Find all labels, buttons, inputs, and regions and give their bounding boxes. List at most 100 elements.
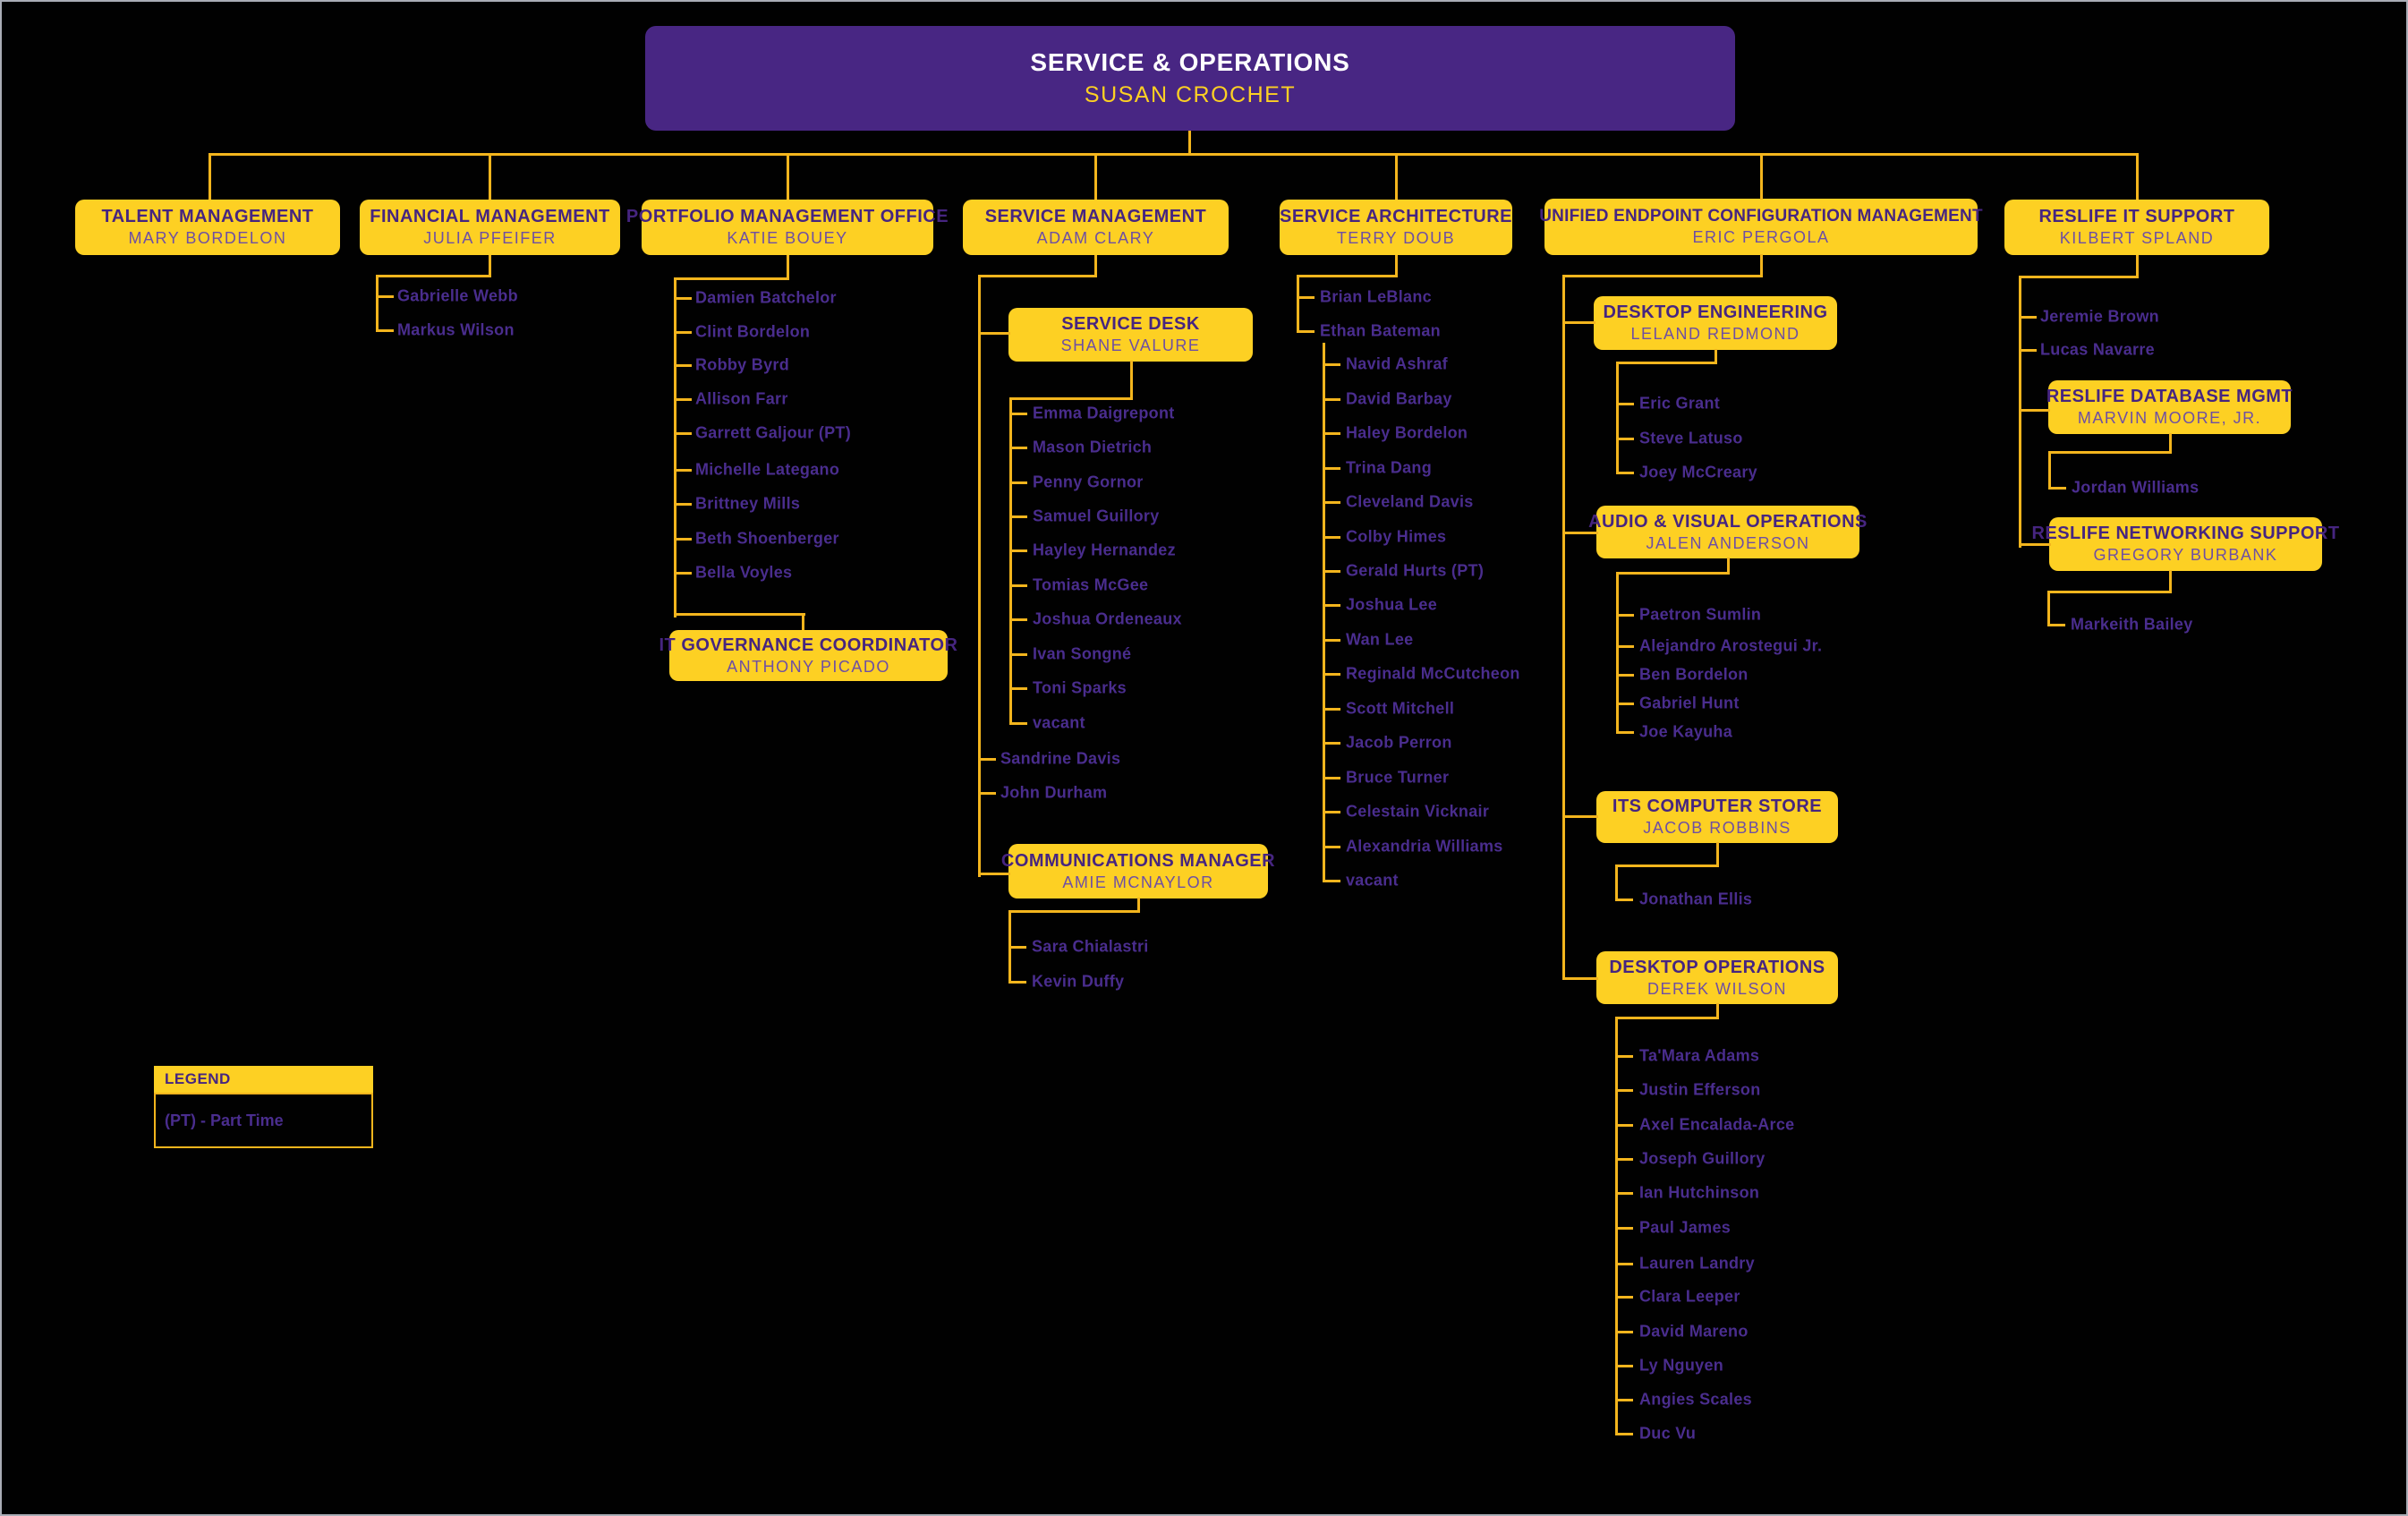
staff-member-label: Ly Nguyen <box>1639 1356 1724 1375</box>
staff-tick-line <box>1009 447 1027 449</box>
staff-tick-line <box>1009 687 1027 690</box>
rdm-title: RESLIFE DATABASE MGMT <box>2046 387 2293 407</box>
rns-box: RESLIFE NETWORKING SUPPORT GREGORY BURBAN… <box>2031 517 2339 571</box>
staff-tick-line <box>1009 722 1027 725</box>
connector-line <box>2169 433 2172 454</box>
deskeng-head-name: LELAND REDMOND <box>1630 325 1800 344</box>
av-box: AUDIO & VISUAL OPERATIONS JALEN ANDERSON <box>1588 506 1867 558</box>
comms-head-name: AMIE MCNAYLOR <box>1062 873 1214 891</box>
staff-member-label: Toni Sparks <box>1033 678 1127 697</box>
staff-tick-line <box>1008 946 1026 949</box>
svcarch-box: SERVICE ARCHITECTURE TERRY DOUB <box>1280 200 1512 255</box>
comms-title: COMMUNICATIONS MANAGER <box>1000 850 1276 871</box>
connector-line <box>674 277 789 280</box>
staff-member-label: Brittney Mills <box>695 494 801 513</box>
staff-tick-line <box>1616 403 1634 405</box>
deskops-box: DESKTOP OPERATIONS DEREK WILSON <box>1596 951 1838 1004</box>
staff-tick-line <box>1323 673 1340 676</box>
staff-tick-line <box>1009 584 1027 587</box>
connector-line <box>1615 864 1719 867</box>
staff-rail-line <box>978 275 981 877</box>
staff-tick-line <box>1008 981 1026 984</box>
staff-tick-line <box>1615 1158 1633 1161</box>
staff-tick-line <box>1009 481 1027 484</box>
connector-line <box>978 873 1010 875</box>
servicedesk-title: SERVICE DESK <box>1061 314 1200 335</box>
connector-line <box>1137 898 1140 913</box>
servicedesk-box: SERVICE DESK SHANE VALURE <box>1008 308 1253 362</box>
legend-title: LEGEND <box>165 1070 231 1087</box>
connector-line <box>208 153 211 200</box>
staff-tick-line <box>1323 363 1340 366</box>
connector-line <box>1760 254 1763 277</box>
connector-line <box>208 153 2139 156</box>
staff-member-label: Penny Gornor <box>1033 473 1144 491</box>
connector-line <box>1562 532 1598 534</box>
staff-member-label: Angies Scales <box>1639 1390 1752 1409</box>
staff-tick-line <box>1615 1089 1633 1092</box>
staff-member-label: Jordan Williams <box>2072 478 2200 497</box>
legend-body: (PT) - Part Time <box>154 1093 373 1148</box>
staff-tick-line <box>1615 1331 1633 1333</box>
staff-member-label: Scott Mitchell <box>1346 699 1455 718</box>
connector-line <box>489 255 491 277</box>
connector-line <box>2136 255 2139 278</box>
connector-line <box>1094 255 1097 277</box>
staff-member-label: Ethan Bateman <box>1320 321 1441 340</box>
staff-tick-line <box>674 572 692 575</box>
staff-member-label: Gabrielle Webb <box>397 286 518 305</box>
staff-member-label: Ivan Songné <box>1033 644 1132 663</box>
staff-member-label: Brian LeBlanc <box>1320 287 1432 306</box>
pmo-box: PORTFOLIO MANAGEMENT OFFICE KATIE BOUEY <box>626 200 949 255</box>
staff-member-label: Alexandria Williams <box>1346 837 1503 856</box>
connector-line <box>1615 1017 1719 1019</box>
staff-tick-line <box>1616 703 1634 705</box>
staff-member-label: Navid Ashraf <box>1346 354 1448 373</box>
staff-member-label: Jonathan Ellis <box>1639 890 1753 908</box>
connector-line <box>1715 349 1717 364</box>
svcmgmt-title: SERVICE MANAGEMENT <box>984 207 1207 227</box>
staff-rail-line <box>674 277 676 617</box>
connector-line <box>1094 153 1097 200</box>
staff-member-label: Kevin Duffy <box>1032 972 1125 991</box>
staff-member-label: Paetron Sumlin <box>1639 605 1762 624</box>
staff-tick-line <box>2048 487 2066 490</box>
staff-tick-line <box>2019 349 2037 352</box>
staff-rail-line <box>1297 275 1299 333</box>
connector-line <box>787 255 789 279</box>
staff-rail-line <box>2048 451 2051 490</box>
staff-tick-line <box>1323 846 1340 848</box>
svcmgmt-head-name: ADAM CLARY <box>1036 229 1155 248</box>
staff-rail-line <box>1615 864 1618 901</box>
staff-member-label: Haley Bordelon <box>1346 423 1468 442</box>
staff-member-label: Steve Latuso <box>1639 429 1743 447</box>
connector-line <box>674 613 805 616</box>
connector-line <box>1188 131 1191 155</box>
connector-line <box>1616 572 1730 575</box>
staff-member-label: Emma Daigrepont <box>1033 404 1175 422</box>
staff-rail-line <box>1615 1017 1618 1435</box>
staff-member-label: vacant <box>1033 713 1085 732</box>
staff-member-label: Clara Leeper <box>1639 1287 1740 1306</box>
staff-tick-line <box>1009 618 1027 621</box>
connector-line <box>1562 977 1598 980</box>
comms-box: COMMUNICATIONS MANAGER AMIE MCNAYLOR <box>1001 844 1275 899</box>
itgov-box: IT GOVERNANCE COORDINATOR ANTHONY PICADO <box>659 630 957 681</box>
staff-tick-line <box>1297 296 1315 299</box>
staff-tick-line <box>1323 639 1340 642</box>
talent-title: TALENT MANAGEMENT <box>101 207 314 227</box>
staff-tick-line <box>1615 1433 1633 1435</box>
staff-rail-line <box>1616 362 1619 474</box>
connector-line <box>1616 362 1717 364</box>
connector-line <box>978 275 1097 277</box>
connector-line <box>2048 451 2172 454</box>
staff-tick-line <box>1323 708 1340 711</box>
staff-member-label: vacant <box>1346 871 1399 890</box>
staff-tick-line <box>674 432 692 435</box>
reslife-box: RESLIFE IT SUPPORT KILBERT SPLAND <box>2004 200 2269 255</box>
staff-tick-line <box>1615 1192 1633 1195</box>
reslife-title: RESLIFE IT SUPPORT <box>2038 207 2235 227</box>
deskops-title: DESKTOP OPERATIONS <box>1609 957 1825 977</box>
staff-member-label: Joshua Ordeneaux <box>1033 609 1182 628</box>
staff-member-label: Samuel Guillory <box>1033 507 1160 525</box>
